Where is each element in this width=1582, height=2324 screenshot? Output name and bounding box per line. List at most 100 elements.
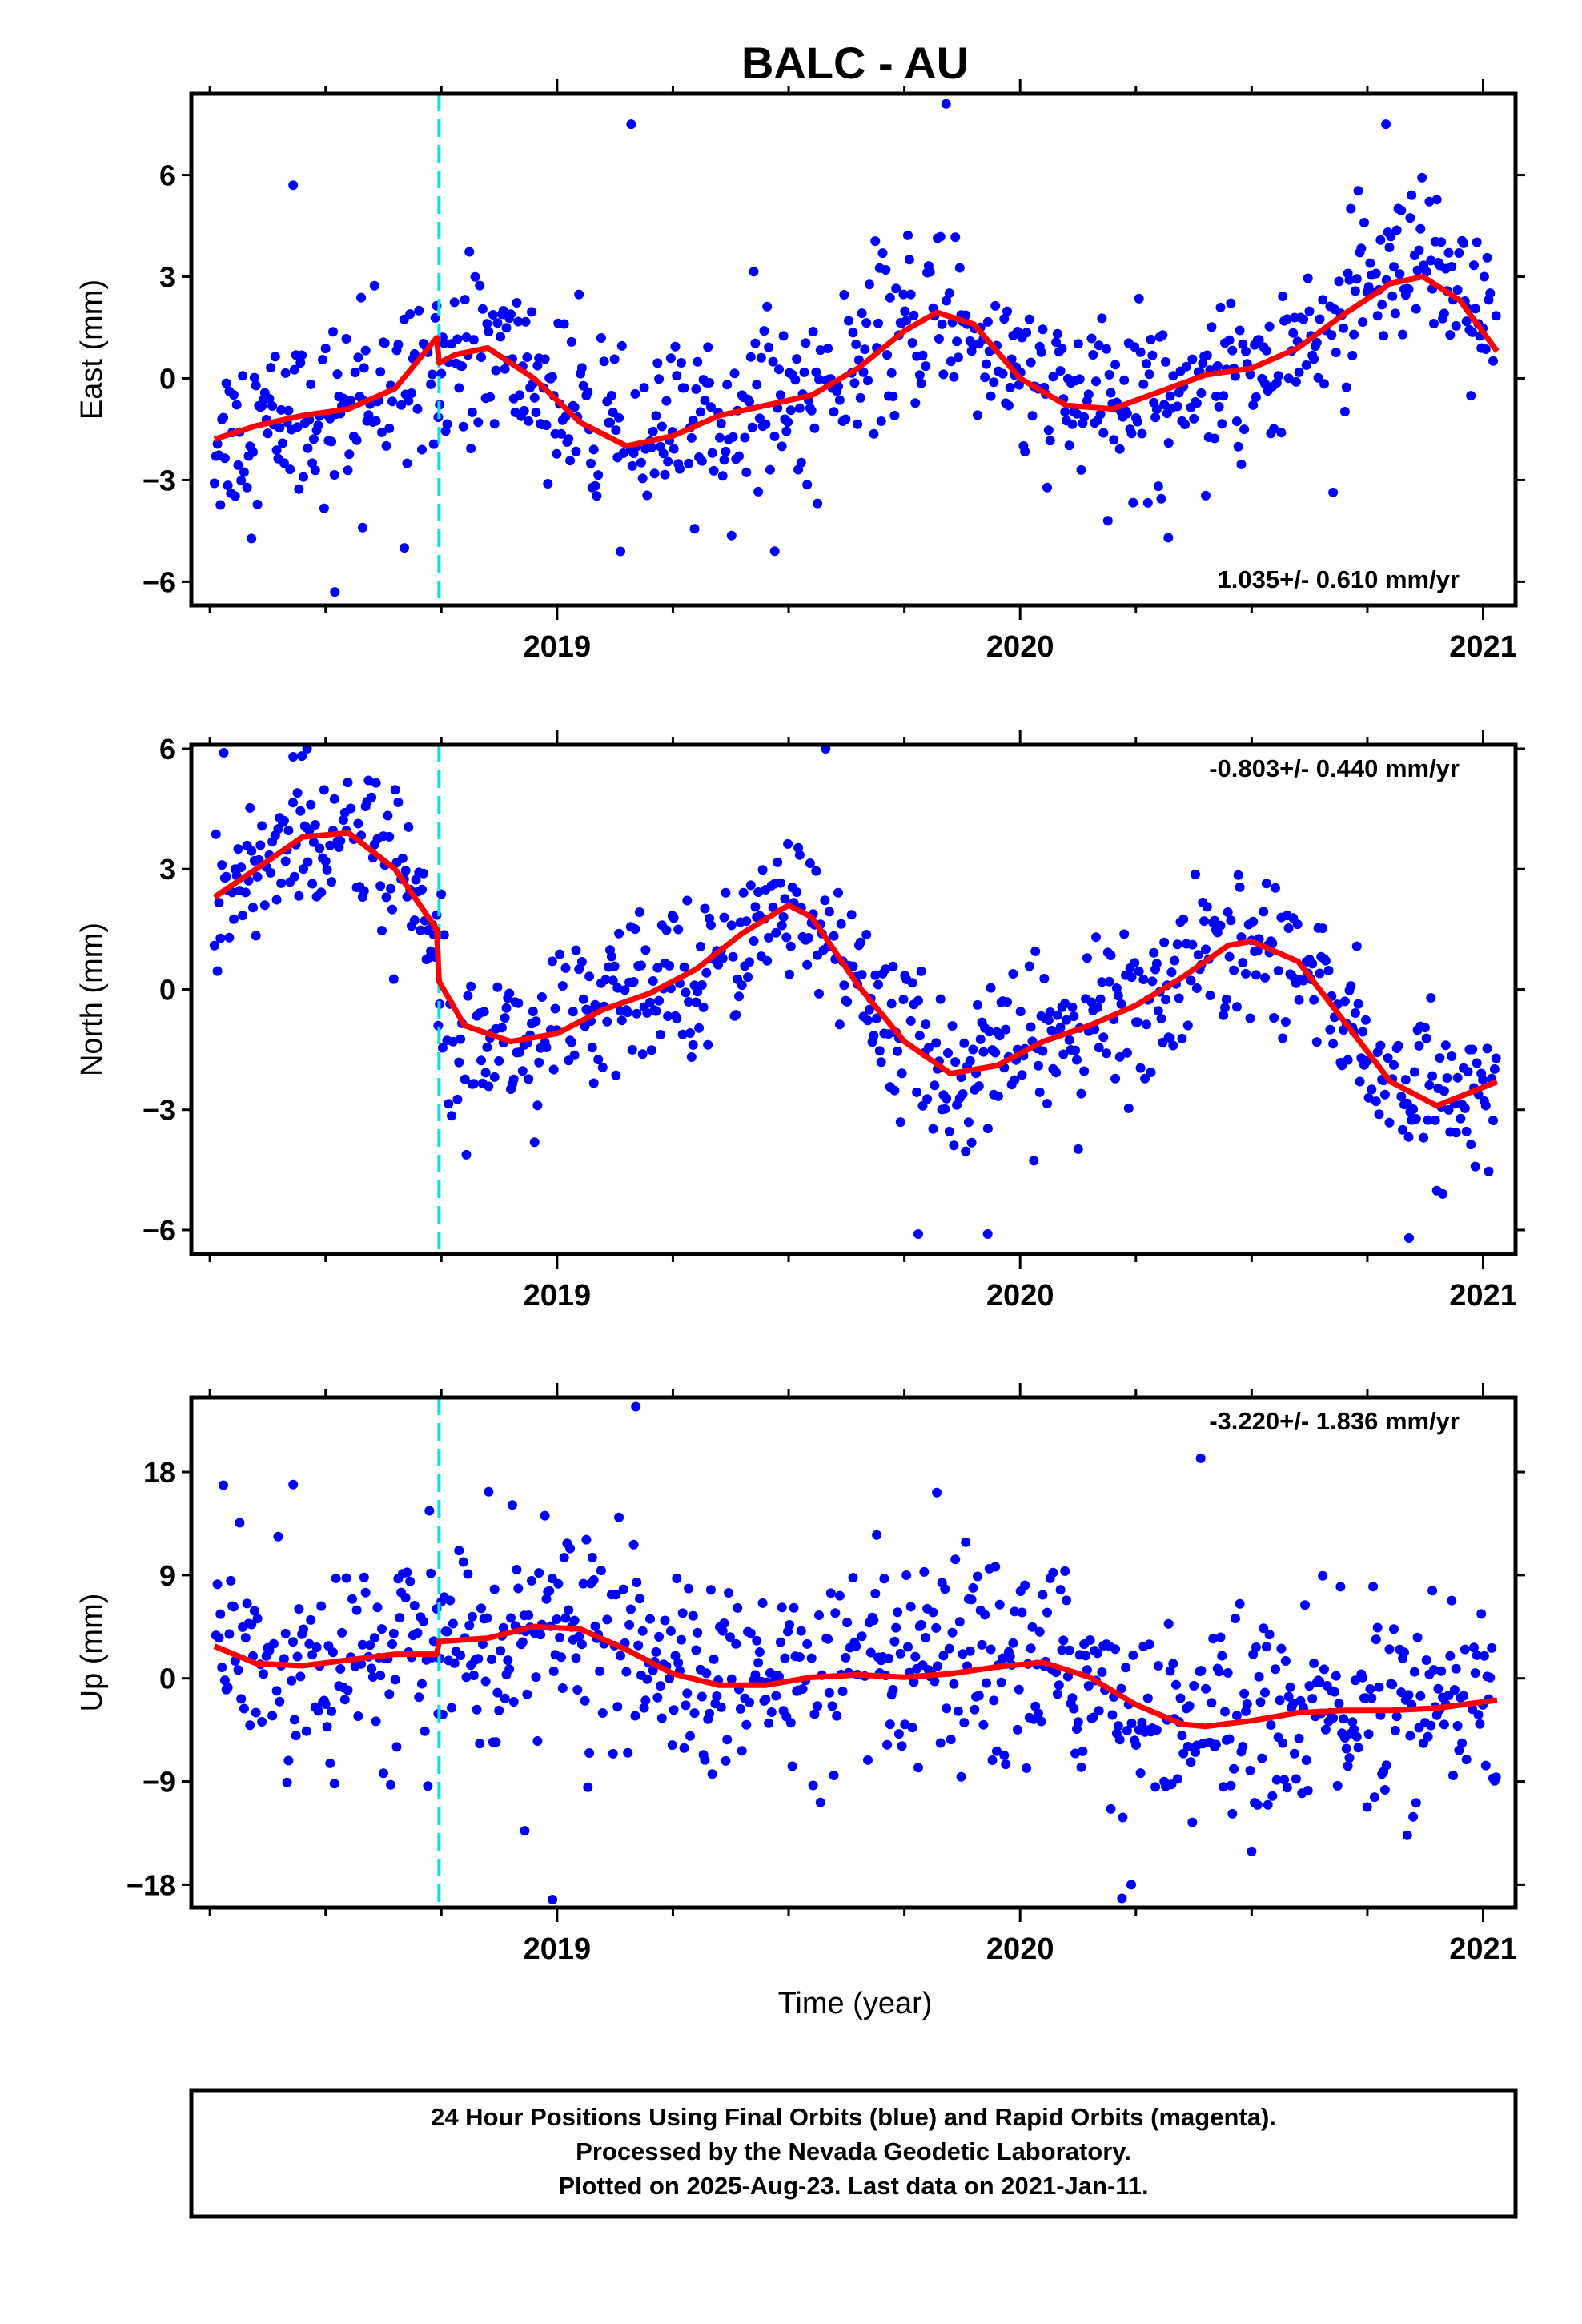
north-point	[949, 1140, 959, 1151]
east-point	[749, 267, 759, 277]
north-point	[1320, 955, 1331, 966]
up-point	[1411, 1798, 1421, 1808]
up-point	[885, 1719, 895, 1730]
up-point	[944, 1643, 954, 1654]
east-point	[745, 396, 754, 407]
east-point	[1443, 247, 1454, 258]
up-point	[1433, 1683, 1443, 1694]
north-point	[1421, 1033, 1431, 1043]
up-point	[672, 1574, 682, 1583]
east-point	[556, 428, 566, 439]
north-point	[381, 892, 391, 903]
north-point	[661, 925, 672, 935]
north-point	[215, 933, 226, 943]
north-point	[646, 1045, 656, 1055]
east-point	[229, 390, 239, 400]
up-point	[292, 1651, 303, 1662]
up-point	[679, 1743, 689, 1753]
up-point	[837, 1687, 848, 1696]
east-point	[1341, 382, 1351, 392]
up-point	[1219, 1782, 1229, 1792]
up-point	[1332, 1780, 1343, 1791]
north-point	[229, 914, 239, 924]
east-point	[990, 300, 1001, 311]
east-point	[1219, 391, 1229, 401]
up-point	[789, 1602, 799, 1613]
up-point	[371, 1716, 381, 1727]
east-point	[705, 377, 714, 388]
east-point	[700, 396, 710, 406]
east-point	[870, 236, 881, 247]
up-point	[331, 1573, 341, 1583]
east-point	[532, 360, 543, 371]
east-point	[1207, 322, 1217, 332]
east-point	[1159, 400, 1170, 410]
east-point	[524, 416, 534, 426]
up-point	[612, 1702, 623, 1712]
north-point	[1439, 1086, 1449, 1096]
east-point	[648, 426, 658, 436]
north-point	[1235, 882, 1245, 892]
north-point	[694, 1023, 705, 1033]
up-point	[882, 1739, 893, 1750]
up-point	[417, 1679, 427, 1689]
east-point	[1417, 172, 1427, 183]
north-point	[1001, 1024, 1011, 1035]
north-point	[931, 1038, 942, 1048]
east-point	[559, 319, 569, 329]
up-point	[215, 1609, 226, 1619]
north-point	[864, 1004, 874, 1015]
up-point	[1224, 1734, 1235, 1744]
east-point	[375, 367, 386, 377]
north-ytick-label: 0	[159, 973, 175, 1006]
east-point	[215, 500, 226, 510]
east-point	[460, 295, 470, 305]
north-point	[1146, 1068, 1156, 1077]
up-point	[1334, 1699, 1344, 1709]
up-point	[1151, 1725, 1162, 1735]
up-point	[245, 1720, 255, 1731]
north-point	[994, 1031, 1005, 1041]
north-point	[489, 1072, 500, 1082]
north-point	[1229, 965, 1239, 975]
up-point	[994, 1599, 1005, 1610]
north-point	[484, 1081, 494, 1092]
up-point	[311, 1642, 322, 1652]
up-point	[953, 1706, 963, 1716]
up-point	[1239, 1688, 1250, 1699]
east-point	[583, 387, 593, 397]
east-point	[1395, 269, 1405, 279]
north-point	[513, 998, 524, 1008]
north-point	[804, 933, 813, 943]
up-point	[1294, 1733, 1304, 1743]
east-point	[904, 255, 914, 265]
east-point	[356, 292, 367, 303]
north-point	[1113, 991, 1123, 1001]
north-point	[548, 1064, 559, 1075]
north-point	[1122, 1047, 1132, 1058]
north-point	[1191, 983, 1202, 993]
up-point	[282, 1777, 292, 1787]
up-point	[851, 1641, 861, 1651]
up-point	[572, 1685, 583, 1695]
north-point	[775, 878, 785, 888]
up-point	[402, 1567, 412, 1578]
up-point	[1389, 1624, 1399, 1634]
up-point	[1309, 1658, 1319, 1668]
up-fit-line	[213, 1623, 1498, 1730]
north-point	[463, 991, 473, 1001]
north-point	[1008, 969, 1018, 979]
east-point	[609, 354, 620, 364]
north-point	[1236, 932, 1247, 943]
north-point	[1355, 1076, 1365, 1087]
east-point	[1491, 311, 1501, 321]
up-point	[974, 1691, 984, 1701]
east-point	[513, 316, 524, 327]
east-point	[1214, 401, 1224, 412]
up-outlier-point	[932, 1487, 942, 1498]
east-point	[636, 457, 646, 468]
east-point	[781, 426, 792, 436]
up-point	[1405, 1731, 1415, 1741]
